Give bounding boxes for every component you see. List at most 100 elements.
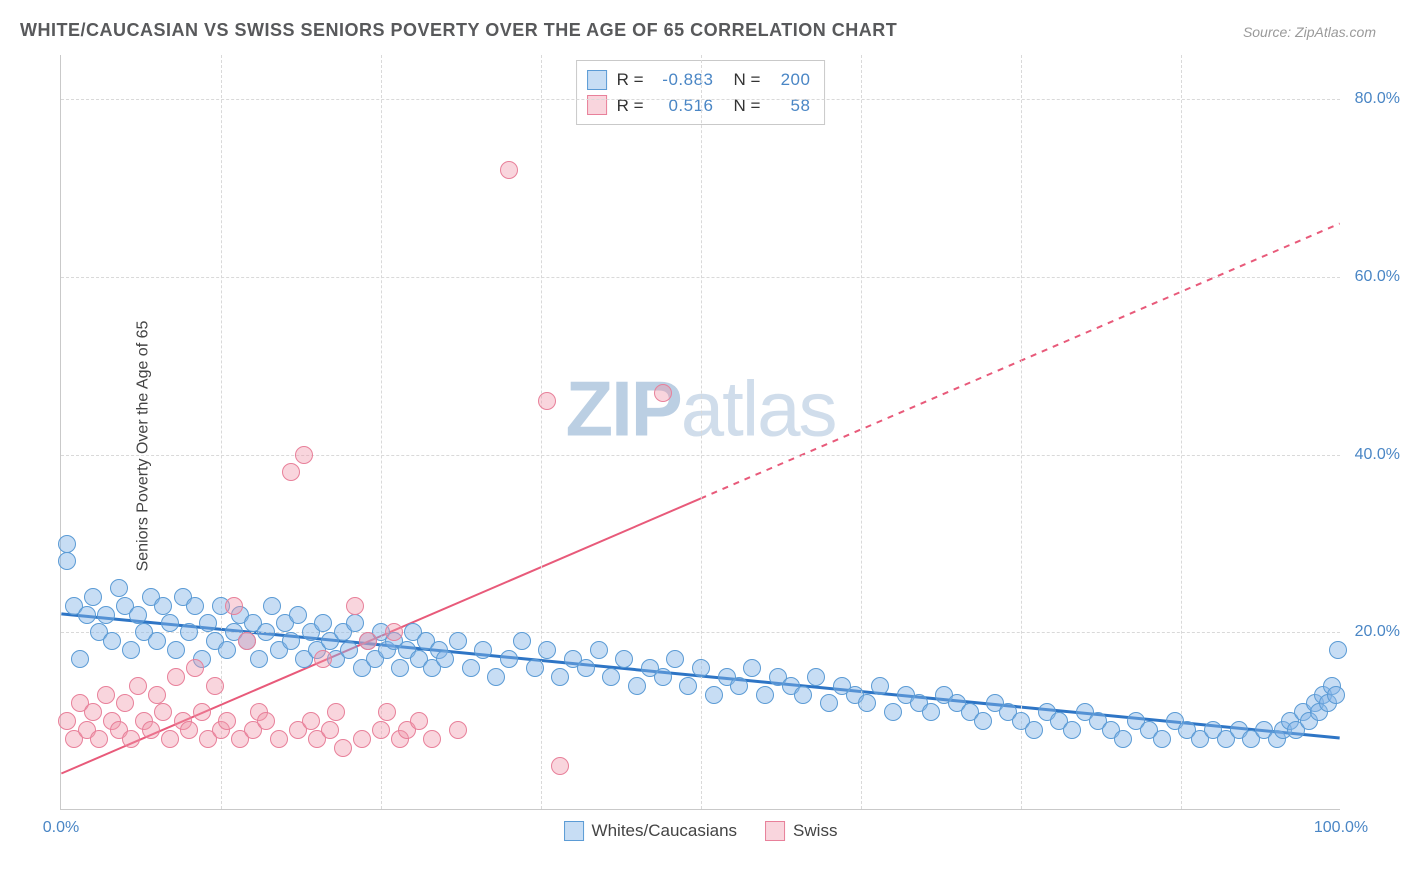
scatter-point [295,446,313,464]
scatter-point [148,686,166,704]
scatter-point [577,659,595,677]
scatter-point [97,606,115,624]
scatter-point [756,686,774,704]
scatter-point [359,632,377,650]
ytick-label: 80.0% [1355,90,1400,108]
legend-item-swiss: Swiss [765,821,837,841]
scatter-point [487,668,505,686]
scatter-point [679,677,697,695]
scatter-point [730,677,748,695]
scatter-point [346,597,364,615]
corr-swatch [587,95,607,115]
scatter-point [334,739,352,757]
scatter-point [58,535,76,553]
scatter-point [58,552,76,570]
scatter-point [154,597,172,615]
ytick-label: 60.0% [1355,268,1400,286]
scatter-point [314,650,332,668]
scatter-point [1329,641,1347,659]
scatter-point [321,721,339,739]
scatter-point [225,597,243,615]
scatter-point [161,730,179,748]
scatter-point [180,721,198,739]
legend-swatch-pink [765,821,785,841]
scatter-point [551,668,569,686]
source-label: Source: ZipAtlas.com [1243,24,1376,40]
corr-r-label: R = [617,67,644,93]
legend-label-1: Whites/Caucasians [592,821,738,841]
scatter-point [103,632,121,650]
gridline-v [1181,55,1182,809]
scatter-point [705,686,723,704]
corr-r-value: -0.883 [654,67,714,93]
scatter-point [500,161,518,179]
scatter-point [161,614,179,632]
ytick-label: 20.0% [1355,623,1400,641]
scatter-point [391,659,409,677]
ytick-label: 40.0% [1355,446,1400,464]
scatter-point [263,597,281,615]
scatter-point [462,659,480,677]
scatter-point [1153,730,1171,748]
gridline-v [1021,55,1022,809]
scatter-point [590,641,608,659]
scatter-point [167,668,185,686]
scatter-point [122,730,140,748]
scatter-point [436,650,454,668]
scatter-point [1063,721,1081,739]
scatter-point [628,677,646,695]
scatter-point [884,703,902,721]
scatter-point [186,597,204,615]
scatter-point [78,606,96,624]
scatter-point [206,677,224,695]
scatter-point [871,677,889,695]
scatter-point [423,730,441,748]
scatter-point [129,606,147,624]
scatter-point [193,703,211,721]
scatter-point [743,659,761,677]
corr-n-label: N = [734,93,761,119]
scatter-point [122,641,140,659]
corr-r-value: 0.516 [654,93,714,119]
scatter-point [71,650,89,668]
scatter-point [807,668,825,686]
plot-area: ZIPatlas R =-0.883N =200R =0.516N =58 Wh… [60,55,1340,810]
scatter-point [346,614,364,632]
scatter-point [449,632,467,650]
scatter-point [257,623,275,641]
correlation-row: R =-0.883N =200 [587,67,811,93]
scatter-point [314,614,332,632]
scatter-point [250,650,268,668]
legend: Whites/Caucasians Swiss [564,821,838,841]
scatter-point [615,650,633,668]
legend-label-2: Swiss [793,821,837,841]
scatter-point [199,614,217,632]
scatter-point [794,686,812,704]
scatter-point [84,588,102,606]
scatter-point [922,703,940,721]
watermark-atlas: atlas [681,365,836,453]
scatter-point [129,677,147,695]
scatter-point [666,650,684,668]
legend-item-whites: Whites/Caucasians [564,821,738,841]
scatter-point [282,463,300,481]
scatter-point [474,641,492,659]
scatter-point [526,659,544,677]
scatter-point [654,384,672,402]
scatter-point [218,712,236,730]
scatter-point [449,721,467,739]
scatter-point [1327,686,1345,704]
scatter-point [692,659,710,677]
scatter-point [974,712,992,730]
scatter-point [289,606,307,624]
chart-title: WHITE/CAUCASIAN VS SWISS SENIORS POVERTY… [20,20,897,41]
xtick-label: 0.0% [43,819,79,837]
scatter-point [551,757,569,775]
scatter-point [238,632,256,650]
scatter-point [820,694,838,712]
scatter-point [410,712,428,730]
correlation-row: R =0.516N =58 [587,93,811,119]
corr-n-value: 200 [770,67,810,93]
scatter-point [270,730,288,748]
scatter-point [538,641,556,659]
